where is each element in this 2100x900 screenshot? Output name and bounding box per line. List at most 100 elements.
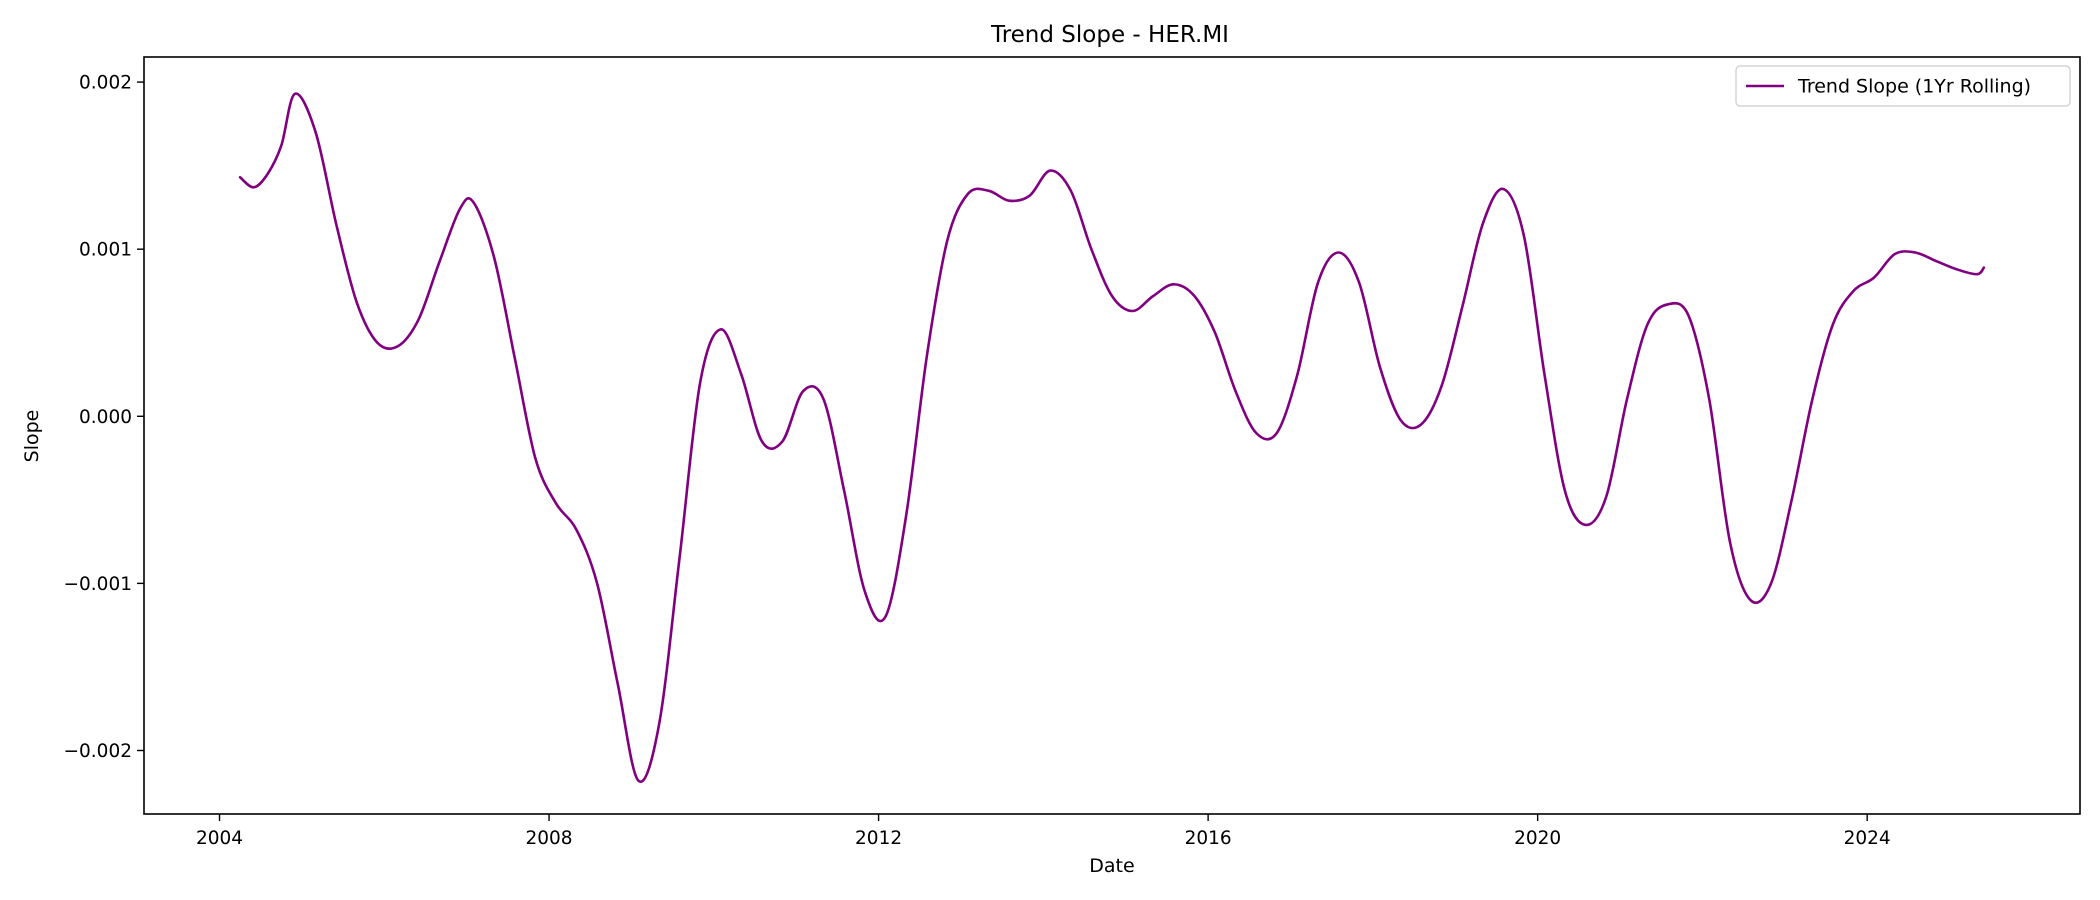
series-point [1708, 398, 1710, 400]
x-tick-label: 2016 [1185, 828, 1232, 849]
legend-label: Trend Slope (1Yr Rolling) [1797, 76, 2031, 98]
legend-box [1735, 65, 2071, 107]
series-point [1028, 194, 1030, 196]
series-point [472, 201, 474, 203]
series-point [1502, 188, 1504, 190]
series-line [238, 92, 1986, 784]
series-point [534, 457, 536, 459]
x-axis-label: Date [1089, 855, 1134, 877]
series-point [761, 440, 763, 442]
series-point [417, 318, 419, 320]
series-point [1564, 490, 1566, 492]
series-point [1482, 223, 1484, 225]
series-point [1832, 323, 1834, 325]
series-point [617, 682, 619, 684]
series-point [905, 515, 907, 517]
series-point [1131, 310, 1133, 312]
series-point [1626, 398, 1628, 400]
series-point [678, 557, 680, 559]
series-point [1173, 283, 1175, 285]
series-point [802, 390, 804, 392]
series-point [266, 173, 268, 175]
series-point [1193, 295, 1195, 297]
series-point [1811, 398, 1813, 400]
series-point [987, 189, 989, 191]
series-point [1667, 303, 1669, 305]
series-point [1420, 423, 1422, 425]
series-point [699, 382, 701, 384]
series-point [376, 342, 378, 344]
series-point [1152, 295, 1154, 297]
series-point [514, 357, 516, 359]
series-point [459, 208, 461, 210]
series-point [781, 440, 783, 442]
y-tick-label: −0.002 [64, 741, 132, 762]
series-point [1296, 373, 1298, 375]
series-point [1770, 582, 1772, 584]
x-tick-label: 2012 [855, 828, 902, 849]
legend[interactable]: Trend Slope (1Yr Rolling) [1735, 65, 2071, 107]
x-axis: 2004 2008 2012 2016 2020 2024 [196, 814, 1891, 849]
series-point [1337, 251, 1339, 253]
x-tick-label: 2024 [1844, 828, 1891, 849]
series-point [280, 144, 282, 146]
series-point [822, 398, 824, 400]
series-point [555, 502, 557, 504]
series-point [1008, 200, 1010, 202]
series-point [1935, 260, 1937, 262]
y-axis: 0.002 0.001 0.000 −0.001 −0.002 [64, 73, 144, 762]
series-point [253, 186, 255, 188]
series-point [335, 223, 337, 225]
series-point [1790, 499, 1792, 501]
series-point [658, 724, 660, 726]
series-point [864, 591, 866, 593]
y-tick-label: −0.001 [64, 574, 132, 595]
series-point [1585, 524, 1587, 526]
series-point [1873, 276, 1875, 278]
series-point [1976, 273, 1978, 275]
series-point [1070, 189, 1072, 191]
series-point [1646, 323, 1648, 325]
series-point [1687, 315, 1689, 317]
y-tick-label: 0.002 [79, 73, 132, 94]
series-point [493, 256, 495, 258]
series-point [1852, 290, 1854, 292]
series-point [438, 261, 440, 263]
series-point [314, 131, 316, 133]
series-point [356, 301, 358, 303]
series-point [1214, 332, 1216, 334]
chart-title: Trend Slope - HER.MI [990, 22, 1229, 48]
series-point [719, 328, 721, 330]
series-point [1358, 281, 1360, 283]
series-point [1379, 365, 1381, 367]
x-tick-label: 2008 [526, 828, 573, 849]
series-point [1543, 373, 1545, 375]
series-point [1440, 385, 1442, 387]
series-point [1111, 295, 1113, 297]
series-point [294, 93, 296, 95]
y-axis-label: Slope [21, 410, 43, 463]
series-point [239, 176, 241, 178]
series-point [596, 582, 598, 584]
series-point [740, 373, 742, 375]
series-point [967, 193, 969, 195]
series-point [1893, 253, 1895, 255]
series-point [1983, 266, 1985, 268]
series-point [1276, 432, 1278, 434]
series-point [884, 616, 886, 618]
x-tick-label: 2020 [1514, 828, 1561, 849]
y-tick-label: 0.000 [79, 407, 132, 428]
series-point [946, 240, 948, 242]
plot-area [238, 92, 1986, 784]
series-point [1255, 432, 1257, 434]
series-point [1523, 235, 1525, 237]
series-point [1317, 281, 1319, 283]
series-point [1461, 306, 1463, 308]
series-point [843, 490, 845, 492]
series-point [1090, 248, 1092, 250]
series-point [397, 345, 399, 347]
series-point [1955, 268, 1957, 270]
series-point [1729, 540, 1731, 542]
